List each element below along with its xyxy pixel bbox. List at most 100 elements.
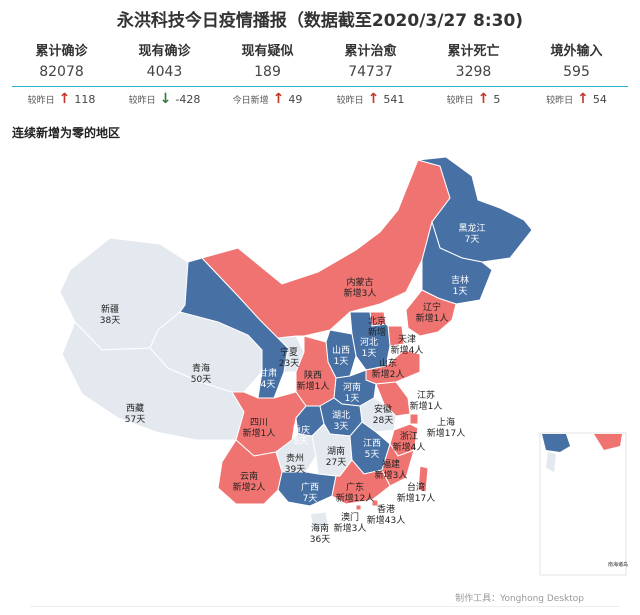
region-heilongjiang[interactable] <box>417 156 533 263</box>
region-value: 新增1人 <box>410 400 443 412</box>
delta-label: 今日新增 <box>232 95 269 106</box>
delta-label: 较昨日 <box>546 95 574 106</box>
region-name: 吉林 <box>451 274 469 286</box>
region-label: 甘肃 4天 <box>259 367 277 390</box>
region-name: 江苏 <box>417 389 435 401</box>
region-name: 西藏 <box>126 402 144 414</box>
stat-label: 现有疑似 <box>241 44 294 59</box>
delta-value: 5 <box>493 92 501 106</box>
region-name: 天津 <box>398 334 416 345</box>
region-name: 重庆 <box>292 424 310 436</box>
stat-value: 3298 <box>455 64 492 80</box>
region-value: 1天 <box>334 357 349 367</box>
region-label: 陕西新增1人 <box>297 369 330 392</box>
region-label: 西藏 57天 <box>125 402 145 425</box>
region-name: 内蒙古 <box>346 276 373 288</box>
region-value: 新增 <box>368 326 386 338</box>
stat-value: 189 <box>254 64 281 80</box>
delta-label: 较昨日 <box>446 95 474 106</box>
region-name: 海南 <box>311 522 329 534</box>
region-label: 江西 5天 <box>363 438 381 460</box>
region-aomen[interactable] <box>355 504 362 511</box>
stat-label: 累计治愈 <box>344 44 397 59</box>
delta-suspected: 今日新增 ↑ 49 <box>216 90 319 108</box>
region-label: 青海 50天 <box>191 362 211 385</box>
region-name: 贵州 <box>286 452 304 464</box>
stats-divider <box>12 86 628 87</box>
stat-value: 4043 <box>146 64 183 80</box>
stat-suspected: 现有疑似 189 <box>216 40 319 80</box>
region-label: 四川新增1人 <box>243 418 276 439</box>
region-yunnan[interactable] <box>217 439 283 505</box>
region-value: 7天 <box>465 235 480 245</box>
arrow-up-icon: ↑ <box>58 91 71 107</box>
region-label: 山西 1天 <box>332 345 350 367</box>
region-shanghai[interactable] <box>409 413 419 425</box>
region-name: 广西 <box>301 481 319 493</box>
region-hainan[interactable] <box>309 511 329 531</box>
region-value: 1天 <box>362 349 377 359</box>
region-liaoning[interactable] <box>405 289 457 337</box>
arrow-up-icon: ↑ <box>272 91 285 107</box>
inset-note: 南海诸岛 <box>608 562 629 568</box>
region-taiwan[interactable] <box>417 465 429 493</box>
region-name: 山西 <box>332 345 350 356</box>
region-name: 四川 <box>250 418 268 428</box>
region-value: 新增2人 <box>372 368 405 380</box>
region-xianggang[interactable] <box>371 499 379 507</box>
region-label: 河北 1天 <box>360 336 378 359</box>
stat-label: 境外输入 <box>550 44 603 59</box>
stat-recovered: 累计治愈 74737 <box>319 40 422 80</box>
region-value: 50天 <box>191 375 211 385</box>
region-label: 重庆 8天 <box>292 424 310 447</box>
region-label: 新疆 38天 <box>100 303 120 326</box>
region-value: 新增17人 <box>397 492 435 504</box>
region-name: 安徽 <box>374 403 392 415</box>
stat-current-confirmed: 现有确诊 4043 <box>113 40 216 80</box>
region-jilin[interactable] <box>421 220 493 305</box>
region-label: 福建新增3人 <box>375 458 408 481</box>
region-name: 湖北 <box>332 410 350 421</box>
footer-divider <box>30 606 620 607</box>
region-label: 山东新增2人 <box>372 357 405 380</box>
region-name: 陕西 <box>304 369 322 381</box>
delta-value: 541 <box>383 92 405 106</box>
region-label: 海南 36天 <box>310 522 330 545</box>
region-label: 上海新增17人 <box>427 416 465 439</box>
region-name: 辽宁 <box>423 301 441 313</box>
region-label: 江苏新增1人 <box>410 389 443 412</box>
region-value: 新增2人 <box>233 481 266 493</box>
region-name: 上海 <box>437 416 455 428</box>
region-guangdong[interactable] <box>331 459 391 505</box>
region-label: 浙江新增4人 <box>393 430 426 453</box>
region-label: 辽宁新增1人 <box>416 301 449 324</box>
region-label: 云南新增2人 <box>233 470 266 493</box>
region-value: 27天 <box>326 458 346 468</box>
region-name: 福建 <box>382 458 400 470</box>
page-title: 永洪科技今日疫情播报（数据截至2020/3/27 8:30) <box>116 11 524 31</box>
region-name: 青海 <box>192 362 210 374</box>
region-name: 北京 <box>368 315 386 327</box>
region-label: 河南 1天 <box>343 381 361 404</box>
stat-deaths: 累计死亡 3298 <box>422 40 525 80</box>
region-value: 新增12人 <box>336 492 374 504</box>
region-value: 28天 <box>373 416 393 426</box>
region-label: 天津新增4人 <box>391 334 424 356</box>
region-name: 山东 <box>379 357 397 369</box>
stat-value: 82078 <box>39 64 84 80</box>
region-label: 安徽 28天 <box>373 403 393 426</box>
stat-total-confirmed: 累计确诊 82078 <box>10 40 113 80</box>
region-label: 贵州 39天 <box>285 452 305 475</box>
region-name: 台湾 <box>407 481 425 493</box>
delta-label: 较昨日 <box>128 95 156 106</box>
delta-value: 49 <box>288 92 303 106</box>
stat-label: 现有确诊 <box>138 44 191 59</box>
region-value: 3天 <box>334 422 349 432</box>
region-name: 新疆 <box>101 303 119 315</box>
region-label: 台湾新增17人 <box>397 481 435 504</box>
arrow-up-icon: ↑ <box>477 91 490 107</box>
region-value: 5天 <box>365 450 380 460</box>
region-label: 吉林 1天 <box>451 274 469 297</box>
region-label: 宁夏 23天 <box>279 346 299 369</box>
region-label: 澳门新增3人 <box>334 511 367 534</box>
